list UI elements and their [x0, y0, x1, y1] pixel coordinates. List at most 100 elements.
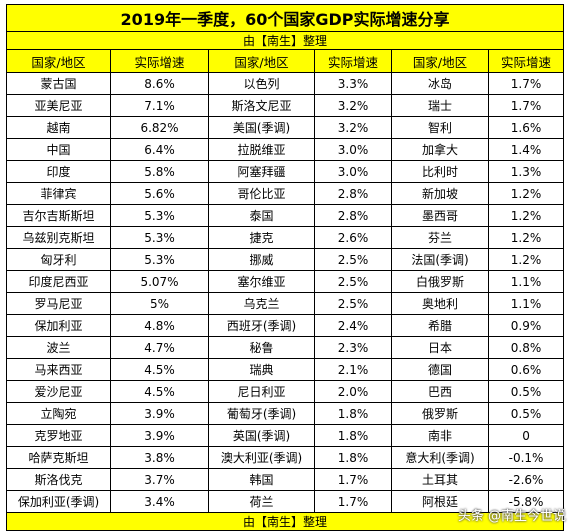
- cell-country-1: 克罗地亚: [6, 424, 111, 447]
- cell-growth-3: 0.5%: [487, 402, 565, 425]
- cell-country-2: 葡萄牙(季调): [208, 402, 315, 425]
- cell-growth-3: 0.8%: [487, 336, 565, 359]
- cell-growth-2: 2.4%: [314, 314, 392, 337]
- cell-growth-2: 1.8%: [314, 446, 392, 469]
- cell-country-2: 韩国: [208, 468, 315, 491]
- cell-growth-3: 0: [487, 424, 565, 447]
- cell-growth-1: 6.82%: [110, 116, 209, 139]
- table-row: 爱沙尼亚 4.5% 尼日利亚 2.0% 巴西 0.5%: [6, 380, 565, 403]
- table-row: 匈牙利 5.3% 挪威 2.5% 法国(季调) 1.2%: [6, 248, 565, 271]
- cell-country-2: 西班牙(季调): [208, 314, 315, 337]
- cell-growth-1: 3.4%: [110, 490, 209, 513]
- cell-growth-3: 1.7%: [487, 94, 565, 117]
- cell-country-1: 哈萨克斯坦: [6, 446, 111, 469]
- cell-growth-2: 2.1%: [314, 358, 392, 381]
- cell-country-3: 冰岛: [391, 72, 489, 95]
- cell-country-2: 捷克: [208, 226, 315, 249]
- header-country-1: 国家/地区: [6, 49, 111, 73]
- cell-country-2: 拉脱维亚: [208, 138, 315, 161]
- cell-country-3: 墨西哥: [391, 204, 489, 227]
- header-row: 国家/地区 实际增速 国家/地区 实际增速 国家/地区 实际增速: [6, 49, 565, 73]
- cell-growth-3: -5.8%: [487, 490, 565, 513]
- cell-country-3: 希腊: [391, 314, 489, 337]
- cell-growth-2: 2.5%: [314, 270, 392, 293]
- gdp-growth-sheet: 2019年一季度，60个国家GDP实际增速分享 由【南生】整理 国家/地区 实际…: [5, 4, 565, 531]
- cell-growth-3: 0.6%: [487, 358, 565, 381]
- table-footer: 由【南生】整理: [5, 512, 565, 531]
- cell-country-3: 德国: [391, 358, 489, 381]
- cell-country-3: 日本: [391, 336, 489, 359]
- cell-country-3: 南非: [391, 424, 489, 447]
- cell-growth-2: 1.7%: [314, 490, 392, 513]
- cell-growth-1: 3.8%: [110, 446, 209, 469]
- cell-country-2: 荷兰: [208, 490, 315, 513]
- cell-country-3: 法国(季调): [391, 248, 489, 271]
- cell-country-1: 印度尼西亚: [6, 270, 111, 293]
- cell-country-2: 美国(季调): [208, 116, 315, 139]
- cell-growth-2: 2.6%: [314, 226, 392, 249]
- cell-growth-1: 3.9%: [110, 424, 209, 447]
- cell-growth-2: 3.3%: [314, 72, 392, 95]
- cell-country-3: 意大利(季调): [391, 446, 489, 469]
- cell-growth-2: 2.8%: [314, 182, 392, 205]
- table-row: 亚美尼亚 7.1% 斯洛文尼亚 3.2% 瑞士 1.7%: [6, 94, 565, 117]
- cell-growth-2: 2.5%: [314, 248, 392, 271]
- cell-growth-1: 3.7%: [110, 468, 209, 491]
- cell-growth-1: 5.3%: [110, 204, 209, 227]
- cell-country-1: 罗马尼亚: [6, 292, 111, 315]
- cell-country-3: 阿根廷: [391, 490, 489, 513]
- cell-country-1: 蒙古国: [6, 72, 111, 95]
- cell-growth-3: -0.1%: [487, 446, 565, 469]
- cell-country-3: 新加坡: [391, 182, 489, 205]
- header-growth-3: 实际增速: [487, 49, 565, 73]
- cell-country-1: 匈牙利: [6, 248, 111, 271]
- cell-country-1: 乌兹别克斯坦: [6, 226, 111, 249]
- table-row: 印度尼西亚 5.07% 塞尔维亚 2.5% 白俄罗斯 1.1%: [6, 270, 565, 293]
- footer-row: 由【南生】整理: [5, 512, 565, 531]
- cell-growth-3: 1.6%: [487, 116, 565, 139]
- cell-country-1: 保加利亚: [6, 314, 111, 337]
- cell-growth-3: 1.4%: [487, 138, 565, 161]
- cell-country-2: 英国(季调): [208, 424, 315, 447]
- cell-country-1: 马来西亚: [6, 358, 111, 381]
- cell-country-1: 保加利亚(季调): [6, 490, 111, 513]
- table-row: 吉尔吉斯斯坦 5.3% 泰国 2.8% 墨西哥 1.2%: [6, 204, 565, 227]
- cell-growth-3: 1.2%: [487, 226, 565, 249]
- cell-growth-2: 2.3%: [314, 336, 392, 359]
- cell-growth-3: 1.3%: [487, 160, 565, 183]
- table-row: 立陶宛 3.9% 葡萄牙(季调) 1.8% 俄罗斯 0.5%: [6, 402, 565, 425]
- cell-country-2: 尼日利亚: [208, 380, 315, 403]
- cell-growth-2: 1.7%: [314, 468, 392, 491]
- cell-country-2: 塞尔维亚: [208, 270, 315, 293]
- cell-growth-1: 4.8%: [110, 314, 209, 337]
- cell-growth-3: 0.5%: [487, 380, 565, 403]
- cell-growth-3: 1.1%: [487, 270, 565, 293]
- table-row: 波兰 4.7% 秘鲁 2.3% 日本 0.8%: [6, 336, 565, 359]
- cell-growth-1: 6.4%: [110, 138, 209, 161]
- cell-country-1: 立陶宛: [6, 402, 111, 425]
- cell-country-1: 斯洛伐克: [6, 468, 111, 491]
- cell-country-2: 澳大利亚(季调): [208, 446, 315, 469]
- cell-growth-1: 8.6%: [110, 72, 209, 95]
- table-title: 2019年一季度，60个国家GDP实际增速分享: [5, 4, 565, 32]
- cell-country-3: 白俄罗斯: [391, 270, 489, 293]
- cell-country-3: 加拿大: [391, 138, 489, 161]
- table-row: 罗马尼亚 5% 乌克兰 2.5% 奥地利 1.1%: [6, 292, 565, 315]
- cell-country-1: 印度: [6, 160, 111, 183]
- cell-country-1: 爱沙尼亚: [6, 380, 111, 403]
- cell-growth-2: 3.0%: [314, 160, 392, 183]
- table-row: 斯洛伐克 3.7% 韩国 1.7% 土耳其 -2.6%: [6, 468, 565, 491]
- cell-growth-1: 4.7%: [110, 336, 209, 359]
- cell-growth-3: 1.1%: [487, 292, 565, 315]
- cell-growth-1: 5%: [110, 292, 209, 315]
- cell-growth-2: 1.8%: [314, 402, 392, 425]
- cell-growth-3: 1.7%: [487, 72, 565, 95]
- cell-country-1: 菲律宾: [6, 182, 111, 205]
- cell-country-1: 越南: [6, 116, 111, 139]
- cell-growth-2: 3.2%: [314, 94, 392, 117]
- watermark: 头条 @南生今世说: [457, 509, 566, 524]
- title-row: 2019年一季度，60个国家GDP实际增速分享: [5, 4, 565, 32]
- cell-country-1: 吉尔吉斯斯坦: [6, 204, 111, 227]
- cell-country-1: 中国: [6, 138, 111, 161]
- cell-country-2: 以色列: [208, 72, 315, 95]
